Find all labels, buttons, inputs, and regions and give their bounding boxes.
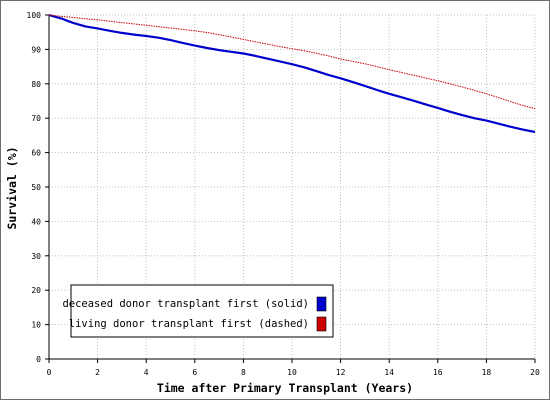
y-tick-label: 20 (31, 286, 41, 295)
grid-lines (49, 14, 536, 359)
y-tick-label: 80 (31, 80, 41, 89)
series-line-living-donor (48, 14, 536, 110)
legend-swatch-deceased (316, 296, 327, 312)
series-line-deceased-donor (48, 13, 536, 134)
y-tick-label: 30 (31, 252, 41, 261)
y-tick-label: 90 (31, 45, 41, 54)
y-tick-label: 70 (31, 114, 41, 123)
y-tick-label: 0 (36, 355, 41, 364)
x-tick-label: 16 (433, 368, 443, 377)
axes (45, 14, 536, 363)
x-tick-label: 14 (384, 368, 394, 377)
legend-swatch-living (316, 316, 327, 332)
tick-labels: 0 2 4 6 8 10 12 14 16 18 20 0 10 20 30 40 50 60 70 80 90 100 (27, 11, 540, 377)
y-axis-label: Survival (%) (5, 146, 19, 229)
x-tick-label: 8 (241, 368, 246, 377)
x-tick-label: 10 (287, 368, 297, 377)
y-tick-label: 10 (31, 321, 41, 330)
x-tick-label: 18 (482, 368, 492, 377)
x-tick-label: 2 (95, 368, 100, 377)
x-tick-label: 0 (47, 368, 52, 377)
y-tick-label: 60 (31, 149, 41, 158)
series-lines (48, 13, 536, 134)
legend-label-deceased: deceased donor transplant first (solid) (62, 298, 309, 310)
x-tick-label: 20 (530, 368, 540, 377)
x-axis-label: Time after Primary Transplant (Years) (157, 381, 413, 395)
y-tick-label: 40 (31, 217, 41, 226)
legend-label-living: living donor transplant first (dashed) (69, 318, 309, 330)
x-tick-label: 4 (144, 368, 149, 377)
legend-box (70, 284, 334, 338)
x-tick-label: 6 (192, 368, 197, 377)
y-tick-label: 100 (27, 11, 42, 20)
y-tick-label: 50 (31, 183, 41, 192)
legend: deceased donor transplant first (solid) … (62, 284, 334, 338)
x-tick-label: 12 (336, 368, 346, 377)
